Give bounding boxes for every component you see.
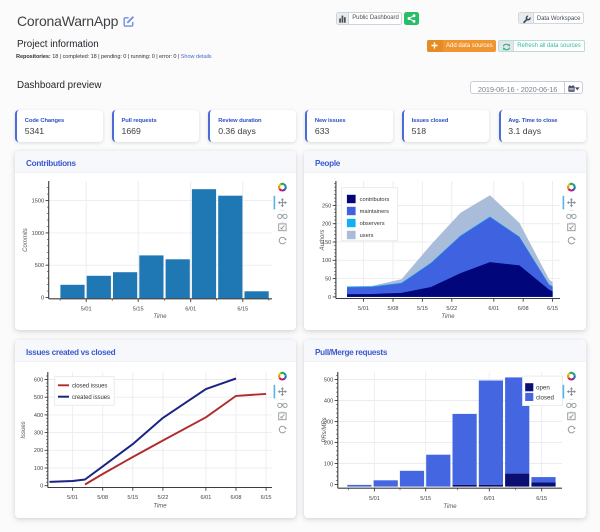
svg-text:5/01: 5/01 <box>81 306 92 312</box>
svg-text:5/22: 5/22 <box>157 495 168 501</box>
svg-text:maintainers: maintainers <box>360 209 390 215</box>
svg-text:0: 0 <box>328 295 331 301</box>
svg-text:5/01: 5/01 <box>369 496 380 502</box>
svg-text:Time: Time <box>153 504 167 510</box>
svg-text:5/22: 5/22 <box>446 306 457 312</box>
svg-text:Authors: Authors <box>320 229 326 251</box>
svg-text:5/15: 5/15 <box>420 496 431 502</box>
svg-text:Time: Time <box>441 314 455 320</box>
svg-text:closed: closed <box>536 394 554 401</box>
svg-text:6/15: 6/15 <box>547 306 558 312</box>
svg-text:open: open <box>536 385 550 392</box>
svg-text:500: 500 <box>34 395 43 401</box>
svg-text:6/15: 6/15 <box>536 496 547 502</box>
svg-text:5/15: 5/15 <box>417 306 428 312</box>
svg-text:5/08: 5/08 <box>388 306 399 312</box>
svg-text:0: 0 <box>330 482 333 488</box>
svg-text:500: 500 <box>324 377 333 383</box>
svg-text:6/01: 6/01 <box>484 496 495 502</box>
svg-text:6/01: 6/01 <box>488 306 499 312</box>
svg-text:6/01: 6/01 <box>200 495 211 501</box>
svg-text:200: 200 <box>34 448 43 454</box>
svg-text:5/15: 5/15 <box>133 306 144 312</box>
svg-text:100: 100 <box>324 461 333 467</box>
svg-text:600: 600 <box>34 377 43 383</box>
svg-text:users: users <box>360 233 374 239</box>
svg-text:Issues: Issues <box>21 421 27 438</box>
svg-text:400: 400 <box>324 398 333 404</box>
svg-text:50: 50 <box>325 276 331 282</box>
svg-text:Time: Time <box>153 314 167 320</box>
svg-text:100: 100 <box>322 258 331 264</box>
svg-text:contributors: contributors <box>360 197 390 203</box>
svg-text:400: 400 <box>34 413 43 419</box>
svg-text:Commits: Commits <box>23 228 29 252</box>
svg-text:6/08: 6/08 <box>231 495 242 501</box>
svg-text:Time: Time <box>443 504 457 510</box>
svg-text:created issues: created issues <box>72 395 110 401</box>
svg-text:150: 150 <box>322 240 331 246</box>
svg-text:1500: 1500 <box>32 198 44 204</box>
svg-text:PRs/MRs: PRs/MRs <box>322 417 328 442</box>
svg-text:200: 200 <box>324 440 333 446</box>
svg-text:6/08: 6/08 <box>518 306 529 312</box>
svg-text:250: 250 <box>322 203 331 209</box>
svg-text:5/01: 5/01 <box>67 495 78 501</box>
svg-text:300: 300 <box>324 419 333 425</box>
svg-text:500: 500 <box>35 263 44 269</box>
svg-text:1000: 1000 <box>32 231 44 237</box>
svg-text:100: 100 <box>34 466 43 472</box>
svg-text:closed issues: closed issues <box>72 383 107 389</box>
svg-text:6/15: 6/15 <box>237 306 248 312</box>
svg-text:6/15: 6/15 <box>261 495 272 501</box>
svg-text:5/15: 5/15 <box>127 495 138 501</box>
svg-text:5/08: 5/08 <box>97 495 108 501</box>
svg-text:0: 0 <box>41 295 44 301</box>
svg-text:observers: observers <box>360 221 385 227</box>
svg-text:300: 300 <box>34 431 43 437</box>
svg-text:5/01: 5/01 <box>358 306 369 312</box>
svg-text:6/01: 6/01 <box>185 306 196 312</box>
svg-text:0: 0 <box>40 484 43 490</box>
svg-text:200: 200 <box>322 221 331 227</box>
